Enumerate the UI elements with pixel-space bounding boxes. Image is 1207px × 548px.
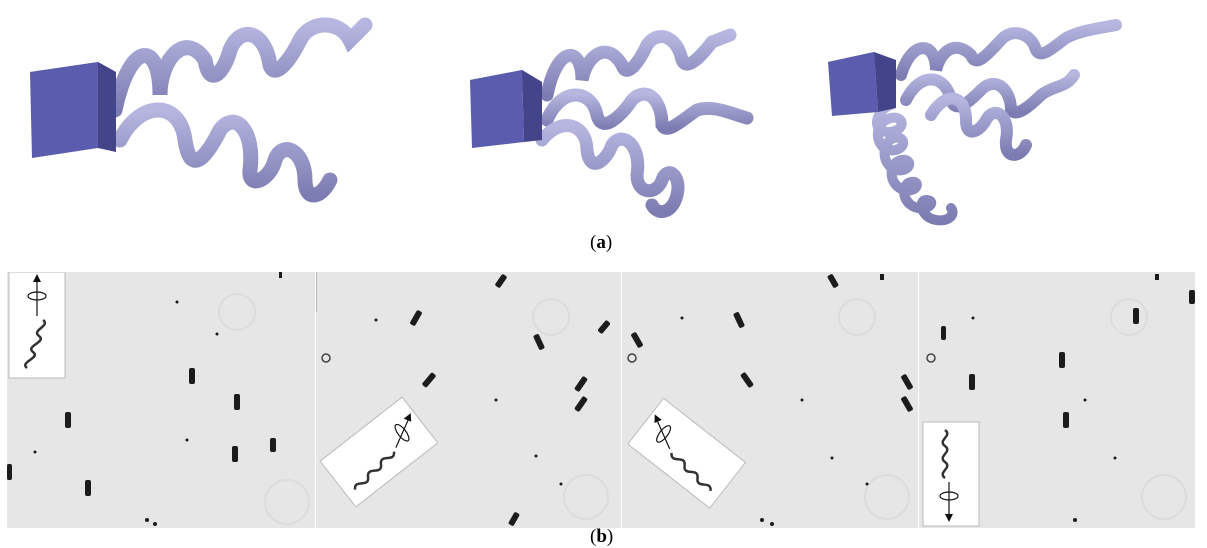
micrograph-image-4 (919, 272, 1195, 528)
micrograph-frame-1 (7, 272, 315, 528)
inset-helix-arrow-up (8, 272, 66, 379)
micrograph-image-2 (316, 272, 621, 528)
cube-body (30, 62, 116, 158)
micrograph-frame-4 (919, 272, 1195, 528)
panel-a-caption: (a) (590, 232, 613, 253)
micrograph-frame-2 (316, 272, 621, 528)
micrograph-image-1 (7, 272, 315, 528)
helical-swimmer-model-2 (470, 28, 754, 218)
panel-a: (a) (0, 0, 1207, 253)
panel-b-micrographs (7, 272, 1195, 528)
inset-helix-arrow-upleft (627, 397, 747, 509)
helical-swimmer-model-3 (828, 19, 1122, 226)
micrograph-frame-3 (622, 272, 918, 528)
inset-helix-arrow-down (922, 421, 980, 527)
micrograph-image-3 (622, 272, 918, 528)
panel-b-caption: (b) (590, 526, 614, 547)
inset-helix-arrow-upright (319, 396, 439, 508)
cube-body (828, 52, 896, 116)
cube-body (470, 70, 542, 148)
helical-swimmer-model-1 (30, 17, 373, 203)
